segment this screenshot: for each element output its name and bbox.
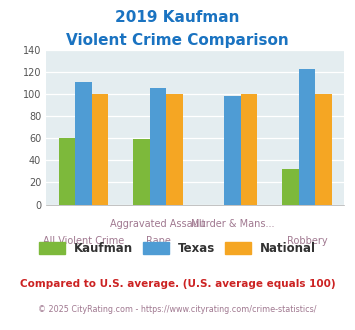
Text: Aggravated Assault: Aggravated Assault <box>110 219 206 229</box>
Bar <box>166 94 182 205</box>
Text: All Violent Crime: All Violent Crime <box>43 236 124 246</box>
Text: © 2025 CityRating.com - https://www.cityrating.com/crime-statistics/: © 2025 CityRating.com - https://www.city… <box>38 305 317 314</box>
Bar <box>315 94 332 205</box>
Bar <box>299 69 315 205</box>
Bar <box>150 88 166 205</box>
Bar <box>224 96 241 205</box>
Bar <box>59 138 75 205</box>
Text: Compared to U.S. average. (U.S. average equals 100): Compared to U.S. average. (U.S. average … <box>20 279 335 289</box>
Bar <box>75 82 92 205</box>
Legend: Kaufman, Texas, National: Kaufman, Texas, National <box>34 237 321 259</box>
Text: Robbery: Robbery <box>287 236 327 246</box>
Text: Murder & Mans...: Murder & Mans... <box>191 219 274 229</box>
Text: Violent Crime Comparison: Violent Crime Comparison <box>66 33 289 48</box>
Text: 2019 Kaufman: 2019 Kaufman <box>115 10 240 25</box>
Bar <box>92 94 108 205</box>
Bar <box>133 139 150 205</box>
Bar <box>283 169 299 205</box>
Bar <box>241 94 257 205</box>
Text: Rape: Rape <box>146 236 170 246</box>
